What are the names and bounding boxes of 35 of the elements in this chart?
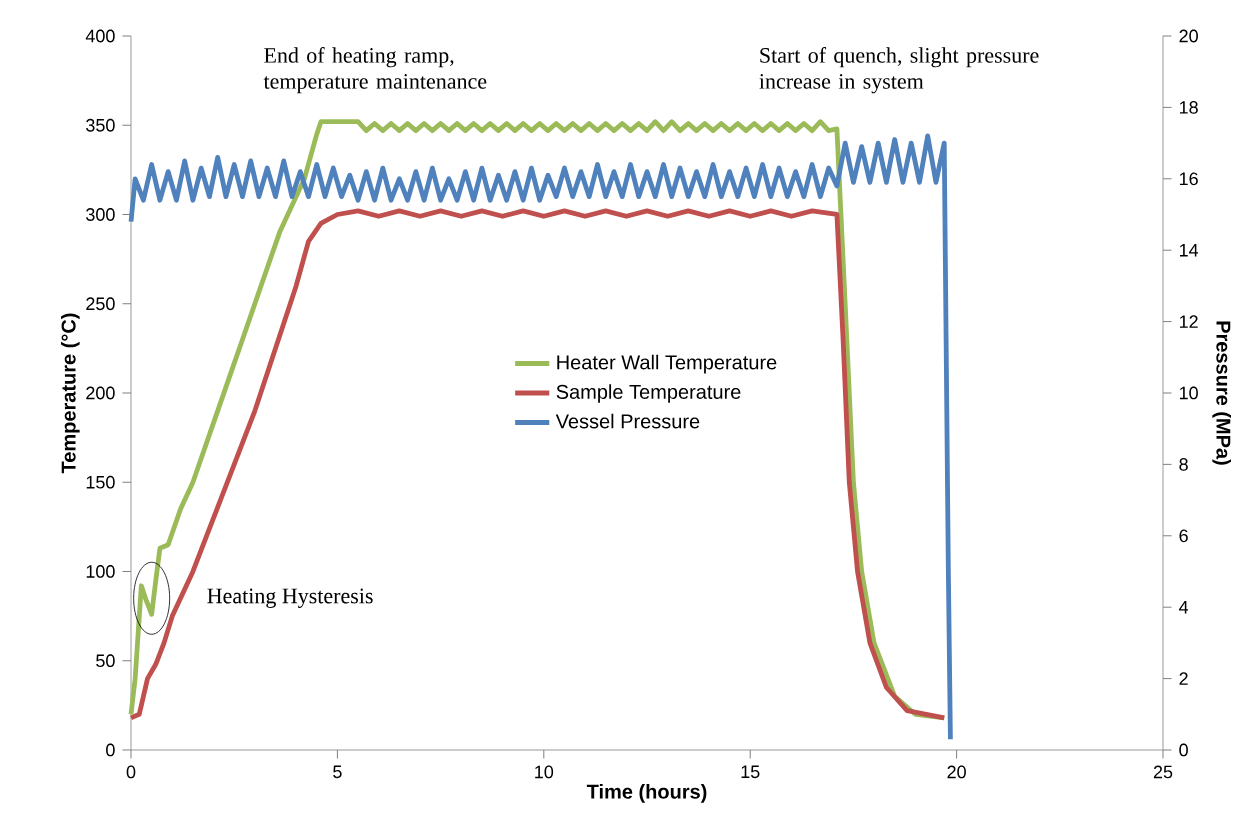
y2-tick-label: 16 — [1179, 172, 1198, 186]
x-tick-label: 20 — [947, 765, 966, 779]
annotation: Start of quench, slight pressure increase in system — [759, 47, 1039, 94]
y-axis-title: Temperature (°C) — [61, 313, 80, 474]
y-tick-label: 400 — [85, 29, 115, 43]
x-tick-label: 0 — [126, 765, 136, 779]
x-tick-label: 15 — [741, 765, 760, 779]
legend-label: Heater Wall Temperature — [557, 354, 777, 374]
y2-tick-label: 12 — [1179, 315, 1198, 328]
y-tick-label: 300 — [86, 208, 115, 221]
y2-tick-label: 18 — [1179, 101, 1198, 114]
y2-tick-label: 0 — [1179, 743, 1188, 757]
y2-tick-label: 6 — [1179, 529, 1188, 543]
y-tick-label: 350 — [86, 118, 115, 132]
x-tick-label: 10 — [535, 765, 554, 779]
y-tick-label: 0 — [106, 743, 115, 757]
legend-label: Vessel Pressure — [555, 413, 700, 429]
y2-tick-label: 14 — [1179, 243, 1199, 257]
y-tick-label: 200 — [86, 386, 115, 400]
annotation: End of heating ramp, temperature maintenance — [263, 47, 487, 94]
y-tick-label: 50 — [96, 654, 115, 668]
y2-tick-label: 4 — [1179, 600, 1189, 614]
annotation: Heating Hysteresis — [207, 588, 373, 608]
y-tick-label: 150 — [86, 475, 115, 489]
y2-tick-label: 2 — [1179, 672, 1188, 685]
y2-tick-label: 8 — [1179, 458, 1188, 471]
x-tick-label: 5 — [333, 765, 342, 779]
y-tick-label: 100 — [86, 565, 115, 578]
y-tick-label: 250 — [86, 297, 115, 311]
legend-label: Sample Temperature — [556, 384, 741, 403]
y2-tick-label: 10 — [1179, 386, 1198, 400]
x-tick-label: 25 — [1153, 765, 1173, 779]
y2-axis-title: Pressure (MPa) — [1212, 321, 1231, 465]
x-axis-title: Time (hours) — [586, 784, 707, 803]
y2-tick-label: 20 — [1179, 29, 1198, 43]
